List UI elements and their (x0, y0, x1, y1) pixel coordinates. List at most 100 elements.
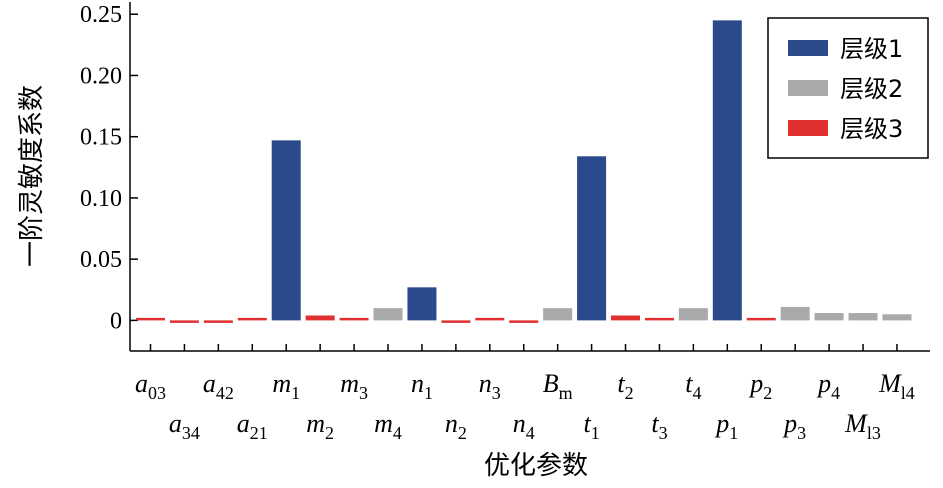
x-tick-label-subscript: 2 (763, 383, 772, 403)
x-tick-label-Ml3: Ml3 (844, 409, 881, 443)
x-tick-label-base: t (651, 409, 659, 438)
x-tick-label-p2: p2 (748, 369, 772, 403)
x-tick-label-subscript: 1 (591, 423, 600, 443)
x-tick-label-subscript: 34 (182, 423, 200, 443)
x-tick-label-subscript: 3 (492, 383, 501, 403)
x-tick-label-t3: t3 (651, 409, 667, 443)
x-tick-label-p3: p3 (782, 409, 806, 443)
x-tick-label-base: n (513, 409, 526, 438)
x-tick-label-subscript: 2 (325, 423, 334, 443)
x-tick-label-subscript: 3 (359, 383, 368, 403)
x-tick-label-base: a (203, 369, 216, 398)
bar-p1 (712, 20, 742, 321)
x-tick-label-subscript: l3 (867, 423, 881, 443)
legend-label-1: 层级1 (840, 35, 903, 63)
x-tick-label-subscript: 4 (526, 423, 535, 443)
x-tick-label-subscript: 4 (831, 383, 840, 403)
x-tick-label-n3: n3 (479, 369, 501, 403)
bar-p4 (814, 313, 844, 321)
legend-label-3: 层级3 (840, 115, 903, 143)
x-tick-label-subscript: 4 (692, 383, 701, 403)
bar-a34 (169, 320, 199, 323)
bar-n2 (441, 320, 471, 323)
x-tick-label-base: a (237, 409, 250, 438)
y-tick-label: 0 (110, 308, 122, 334)
x-tick-label-a42: a42 (203, 369, 234, 403)
x-tick-label-base: m (374, 409, 393, 438)
y-tick-label: 0.25 (80, 2, 122, 28)
x-tick-label-base: t (685, 369, 693, 398)
x-tick-label-subscript: 2 (625, 383, 634, 403)
x-tick-label-Bm: Bm (543, 369, 573, 403)
bar-t3 (644, 317, 674, 321)
x-tick-label-subscript: 4 (393, 423, 402, 443)
x-tick-label-m2: m2 (306, 409, 334, 443)
x-tick-label-subscript: 3 (659, 423, 668, 443)
x-tick-label-base: M (878, 369, 902, 398)
y-tick-label: 0.20 (80, 63, 122, 89)
x-tick-label-base: p (714, 409, 729, 438)
x-tick-label-subscript: 1 (424, 383, 433, 403)
bar-n4 (509, 320, 539, 323)
x-tick-label-base: t (617, 369, 625, 398)
bar-Bm (543, 308, 573, 321)
y-tick-label: 0.15 (80, 125, 122, 151)
x-tick-label-subscript: 21 (250, 423, 268, 443)
x-tick-label-subscript: 1 (729, 423, 738, 443)
bar-Ml4 (882, 314, 912, 321)
x-tick-label-m3: m3 (340, 369, 368, 403)
legend: 层级1 层级2 层级3 (767, 17, 929, 159)
legend-swatch-1 (788, 40, 828, 56)
bar-t1 (577, 156, 607, 321)
x-tick-label-base: n (445, 409, 458, 438)
x-tick-label-subscript: 2 (458, 423, 467, 443)
bar-m2 (305, 315, 335, 321)
bar-p3 (780, 306, 810, 321)
legend-swatch-2 (788, 80, 828, 96)
y-axis-ticks: 0 0.05 0.10 0.15 0.20 0.25 (80, 2, 138, 334)
y-axis-label: 一阶灵敏度系数 (17, 85, 47, 267)
x-axis-label: 优化参数 (484, 451, 588, 481)
bar-m4 (373, 308, 403, 321)
x-tick-label-m1: m1 (272, 369, 300, 403)
bar-t4 (678, 308, 708, 321)
x-tick-label-n4: n4 (513, 409, 535, 443)
x-tick-label-a34: a34 (169, 409, 200, 443)
bar-t2 (611, 315, 641, 321)
x-axis-ticks: a03a34a42a21m1m2m3m4n1n2n3n4Bmt1t2t3t4p1… (135, 344, 915, 443)
bars-group (136, 20, 912, 323)
x-tick-label-subscript: 03 (148, 383, 166, 403)
legend-swatch-3 (788, 120, 828, 136)
bar-Ml3 (848, 313, 878, 321)
x-tick-label-t2: t2 (617, 369, 633, 403)
x-tick-label-base: p (782, 409, 797, 438)
x-tick-label-t1: t1 (583, 409, 599, 443)
x-tick-label-base: m (340, 369, 359, 398)
bar-a03 (136, 317, 165, 321)
x-tick-label-base: B (543, 369, 559, 398)
x-tick-label-subscript: l4 (901, 383, 915, 403)
bar-n3 (475, 317, 505, 321)
y-tick-label: 0.10 (80, 186, 122, 212)
x-tick-label-base: p (748, 369, 763, 398)
x-tick-label-base: n (479, 369, 492, 398)
x-tick-label-base: a (169, 409, 182, 438)
x-tick-label-n2: n2 (445, 409, 467, 443)
y-tick-label: 0.05 (80, 247, 122, 273)
x-tick-label-p1: p1 (714, 409, 738, 443)
x-tick-label-subscript: 1 (291, 383, 300, 403)
x-tick-label-p4: p4 (816, 369, 840, 403)
legend-label-2: 层级2 (840, 75, 903, 103)
bar-m1 (271, 140, 301, 321)
x-tick-label-base: a (135, 369, 148, 398)
plot-frame (129, 2, 930, 352)
x-tick-label-m4: m4 (374, 409, 402, 443)
x-tick-label-Ml4: Ml4 (878, 369, 915, 403)
x-tick-label-base: t (583, 409, 591, 438)
bar-a21 (237, 317, 267, 321)
bar-m3 (339, 317, 369, 321)
x-tick-label-a21: a21 (237, 409, 268, 443)
x-tick-label-base: m (306, 409, 325, 438)
bar-p2 (746, 317, 776, 321)
